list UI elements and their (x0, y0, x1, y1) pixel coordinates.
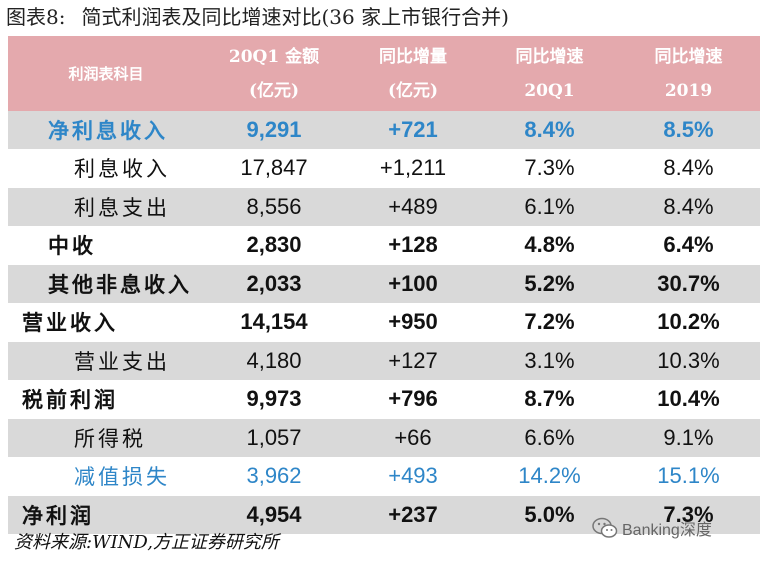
row-label: 营业收入 (8, 303, 204, 342)
watermark: Banking深度 (592, 516, 712, 540)
row-yoy-20q1: 6.6% (482, 418, 617, 458)
table-row: 减值损失 3,962 +493 14.2% 15.1% (8, 457, 760, 496)
row-yoy-2019: 6.4% (617, 226, 760, 265)
row-amount: 1,057 (204, 418, 344, 458)
row-yoy-2019: 10.4% (617, 380, 760, 419)
table-row: 营业支出 4,180 +127 3.1% 10.3% (8, 341, 760, 381)
watermark-text: Banking深度 (622, 522, 712, 539)
row-delta: +1,211 (344, 149, 482, 188)
row-yoy-2019: 7.3% (617, 495, 760, 535)
table-row: 利息支出 8,556 +489 6.1% 8.4% (8, 187, 760, 227)
row-delta: +127 (344, 341, 482, 381)
header-yoy-2019: 同比增速 2019 (654, 46, 723, 101)
row-label: 利息支出 (8, 187, 204, 227)
table-row: 净利润 4,954 +237 5.0% 7.3% (8, 495, 760, 535)
wechat-icon (592, 517, 618, 539)
row-amount: 14,154 (204, 303, 344, 342)
row-amount: 8,556 (204, 187, 344, 227)
table-row: 税前利润 9,973 +796 8.7% 10.4% (8, 380, 760, 419)
row-amount: 4,954 (204, 495, 344, 535)
income-statement-table: 利润表科目 20Q1 金额 (亿元) 同比增量 (亿元) 同比增速 20Q1 同比增速… (8, 36, 760, 535)
row-yoy-20q1: 8.4% (482, 111, 617, 150)
row-amount: 3,962 (204, 457, 344, 496)
figure-number: 图表8: (6, 5, 66, 29)
row-label: 中收 (8, 226, 204, 265)
table-header-row: 利润表科目 20Q1 金额 (亿元) 同比增量 (亿元) 同比增速 20Q1 同比增速… (8, 36, 760, 111)
table-row: 利息收入 17,847 +1,211 7.3% 8.4% (8, 149, 760, 188)
row-delta: +128 (344, 226, 482, 265)
row-label: 净利润 (8, 495, 204, 535)
row-delta: +489 (344, 187, 482, 227)
row-yoy-2019: 15.1% (617, 457, 760, 496)
row-yoy-2019: 8.4% (617, 187, 760, 227)
row-yoy-20q1: 3.1% (482, 341, 617, 381)
row-yoy-2019: 9.1% (617, 418, 760, 458)
row-amount: 2,033 (204, 264, 344, 304)
header-delta: 同比增量 (亿元) (379, 46, 447, 101)
row-yoy-2019: 8.5% (617, 111, 760, 150)
row-yoy-20q1: 7.3% (482, 149, 617, 188)
row-yoy-20q1: 8.7% (482, 380, 617, 419)
row-yoy-20q1: 14.2% (482, 457, 617, 496)
row-yoy-2019: 30.7% (617, 264, 760, 304)
row-delta: +100 (344, 264, 482, 304)
row-delta: +721 (344, 111, 482, 150)
row-amount: 9,291 (204, 111, 344, 150)
row-yoy-20q1: 6.1% (482, 187, 617, 227)
row-label: 其他非息收入 (8, 264, 204, 304)
row-yoy-20q1: 5.2% (482, 264, 617, 304)
header-item: 利润表科目 (68, 64, 144, 83)
row-yoy-20q1: 7.2% (482, 303, 617, 342)
row-delta: +237 (344, 495, 482, 535)
figure-title: 图表8: 简式利润表及同比增速对比(36 家上市银行合并) (6, 2, 509, 32)
row-label: 税前利润 (8, 380, 204, 419)
source-note: 资料来源:WIND,方正证券研究所 (14, 532, 279, 553)
row-label: 营业支出 (8, 341, 204, 381)
row-delta: +950 (344, 303, 482, 342)
row-yoy-2019: 10.3% (617, 341, 760, 381)
header-yoy-20q1: 同比增速 20Q1 (515, 46, 584, 101)
row-delta: +796 (344, 380, 482, 419)
row-label: 利息收入 (8, 149, 204, 188)
row-yoy-2019: 8.4% (617, 149, 760, 188)
row-label: 减值损失 (8, 457, 204, 496)
row-label: 净利息收入 (8, 111, 204, 150)
table-row: 所得税 1,057 +66 6.6% 9.1% (8, 418, 760, 458)
row-amount: 2,830 (204, 226, 344, 265)
table-row: 净利息收入 9,291 +721 8.4% 8.5% (8, 111, 760, 150)
table-row: 中收 2,830 +128 4.8% 6.4% (8, 226, 760, 265)
table-row: 营业收入 14,154 +950 7.2% 10.2% (8, 303, 760, 342)
row-amount: 9,973 (204, 380, 344, 419)
figure-caption: 简式利润表及同比增速对比(36 家上市银行合并) (81, 5, 509, 29)
row-yoy-20q1: 5.0% (482, 495, 617, 535)
row-yoy-20q1: 4.8% (482, 226, 617, 265)
row-label: 所得税 (8, 418, 204, 458)
header-amount: 20Q1 金额 (亿元) (228, 46, 320, 101)
row-amount: 17,847 (204, 149, 344, 188)
row-delta: +66 (344, 418, 482, 458)
row-amount: 4,180 (204, 341, 344, 381)
row-delta: +493 (344, 457, 482, 496)
table-row: 其他非息收入 2,033 +100 5.2% 30.7% (8, 264, 760, 304)
row-yoy-2019: 10.2% (617, 303, 760, 342)
